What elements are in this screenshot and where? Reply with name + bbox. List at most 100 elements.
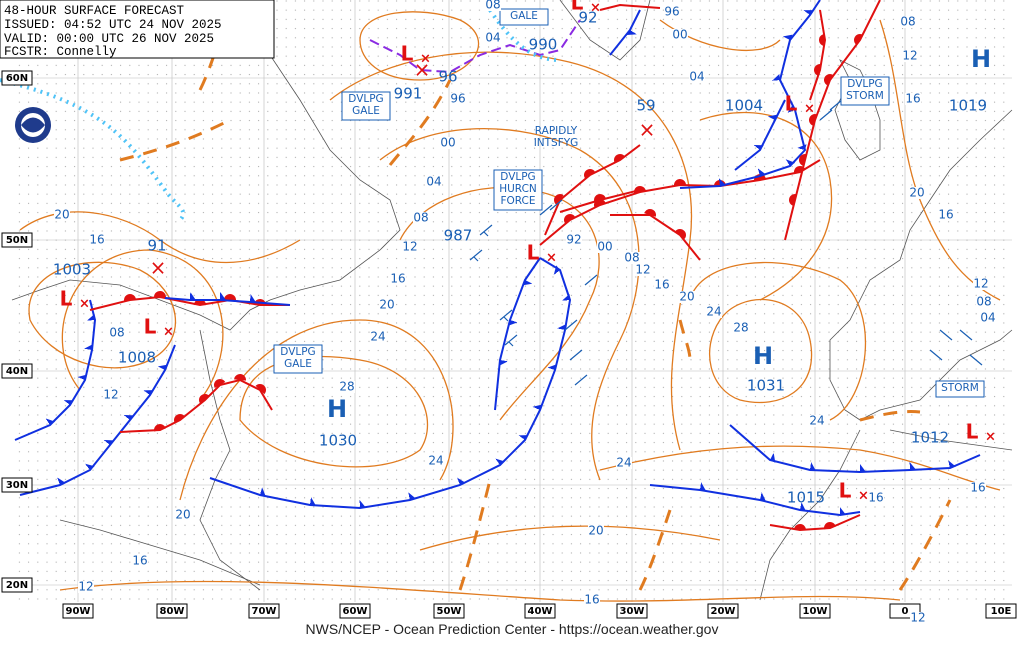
annotation-text: GALE <box>284 358 312 370</box>
isobar-label: 00 <box>597 240 612 254</box>
annotation-box <box>493 169 543 211</box>
isobar-label-bg <box>54 209 70 221</box>
isobar-label-bg <box>902 50 918 62</box>
isobar-label: 12 <box>902 49 917 63</box>
isobar-label-bg <box>976 296 992 308</box>
isobar-label: 04 <box>426 175 441 189</box>
isobar-label: 20 <box>175 508 190 522</box>
center-pressure: 1008 <box>118 349 156 367</box>
isobar-label-bg <box>905 93 921 105</box>
low-symbol: L <box>571 0 584 15</box>
isobar-label-bg <box>909 187 925 199</box>
isobar-label-bg <box>402 241 418 253</box>
center-cross: × <box>804 102 815 117</box>
isobar-label-bg <box>664 6 680 18</box>
isobar-label-bg <box>689 71 705 83</box>
isobar-label: 08 <box>624 251 639 265</box>
isobar-label-bg <box>973 278 989 290</box>
isobar-label: 20 <box>679 290 694 304</box>
center-pressure: 991 <box>394 85 423 103</box>
isobar-label-bg <box>103 389 119 401</box>
lon-label: 60W <box>343 606 368 617</box>
isobar-label: 96 <box>450 92 465 106</box>
center-pressure: 96 <box>438 68 457 86</box>
annotation-text: STORM <box>941 382 979 394</box>
isobar-label-bg <box>654 279 670 291</box>
isobar-label: 04 <box>485 31 500 45</box>
annotation-text: HURCN <box>499 183 537 195</box>
lat-label-box <box>1 577 33 593</box>
isobar-label: 24 <box>370 330 385 344</box>
isobar-label-bg <box>938 209 954 221</box>
isobar-label: 00 <box>672 28 687 42</box>
isobar-label: 12 <box>78 580 93 594</box>
low-symbol: L <box>527 241 540 265</box>
isobar-label: 04 <box>689 70 704 84</box>
annotation-box <box>935 380 985 398</box>
isobar-label: 28 <box>339 380 354 394</box>
isobar-label: 16 <box>905 92 920 106</box>
lon-label-box <box>339 603 371 619</box>
isobar-label: 16 <box>970 481 985 495</box>
center-cross: × <box>639 118 656 142</box>
isobar-label-bg <box>868 492 884 504</box>
isobar-label-bg <box>584 594 600 606</box>
isobar-label: 96 <box>664 5 679 19</box>
center-cross: × <box>420 52 431 67</box>
isobar-label-bg <box>597 241 613 253</box>
annotation-box <box>840 76 890 106</box>
header-box <box>0 0 275 59</box>
isobar-label: 16 <box>132 554 147 568</box>
annotation-text: DVLPG <box>500 171 535 183</box>
low-symbol: L <box>839 479 852 503</box>
isobar-label-bg <box>89 234 105 246</box>
isobar-label: 16 <box>390 272 405 286</box>
center-cross: × <box>163 325 174 340</box>
lon-label-box <box>248 603 280 619</box>
isobar-label: 16 <box>938 208 953 222</box>
center-pressure: 91 <box>147 237 166 255</box>
isobar-label-bg <box>109 327 125 339</box>
lon-label: 90W <box>66 606 91 617</box>
center-cross: × <box>79 297 90 312</box>
isobar-label: 08 <box>109 326 124 340</box>
lon-label-box <box>799 603 831 619</box>
lat-label: 20N <box>6 580 28 591</box>
center-pressure: 1030 <box>319 432 357 450</box>
annotation-text: DVLPG <box>280 346 315 358</box>
lon-label-box <box>524 603 556 619</box>
low-symbol: L <box>60 287 73 311</box>
annotation-box <box>273 344 323 374</box>
isobar-label-bg <box>78 581 94 593</box>
high-symbol: H <box>971 45 991 73</box>
lon-label: 20W <box>711 606 736 617</box>
center-pressure: 987 <box>444 227 473 245</box>
isobar-label: 20 <box>588 524 603 538</box>
isobar-label: 12 <box>402 240 417 254</box>
isobar-label-bg <box>900 16 916 28</box>
isobar-label: 24 <box>809 414 824 428</box>
isobar-label: 12 <box>910 611 925 625</box>
lon-label-box <box>707 603 739 619</box>
isobar-label-bg <box>672 29 688 41</box>
low-symbol: L <box>966 420 979 444</box>
annotation-text: GALE <box>352 105 380 117</box>
isobar-label: 92 <box>566 233 581 247</box>
center-pressure: 1019 <box>949 97 987 115</box>
isobar-label: 08 <box>900 15 915 29</box>
isobar-label-bg <box>428 455 444 467</box>
center-pressure: 1015 <box>787 489 825 507</box>
isobar-label-bg <box>635 264 651 276</box>
isobar-label: 08 <box>485 0 500 12</box>
fronts <box>0 0 981 532</box>
isobar-label: 16 <box>654 278 669 292</box>
center-pressure: 1004 <box>725 97 763 115</box>
isobar-label-bg <box>450 93 466 105</box>
isobar-label-bg <box>706 306 722 318</box>
isobar-label-bg <box>426 176 442 188</box>
header-line: VALID: 00:00 UTC 26 NOV 2025 <box>4 32 214 46</box>
lon-label: 80W <box>160 606 185 617</box>
isobar-label: 24 <box>428 454 443 468</box>
center-cross: × <box>150 256 167 280</box>
